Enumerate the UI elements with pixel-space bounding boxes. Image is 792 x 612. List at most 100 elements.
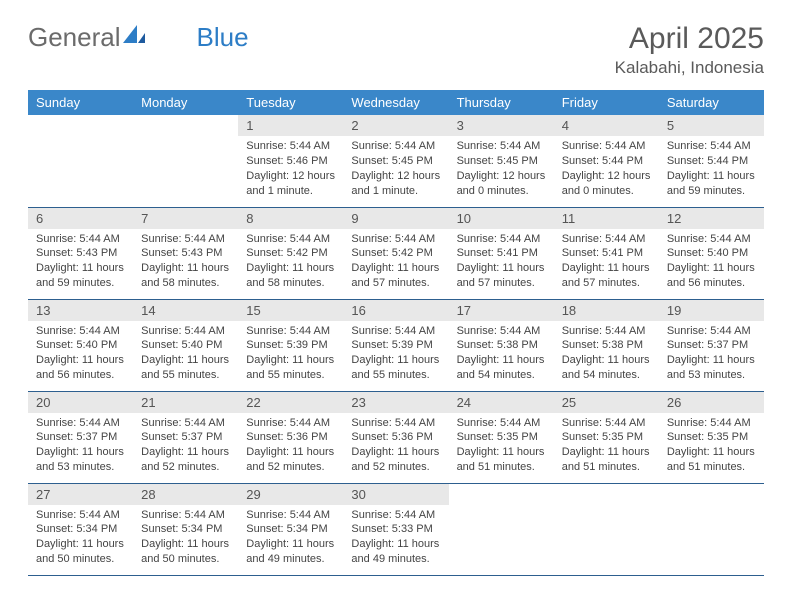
month-title: April 2025: [615, 22, 764, 56]
calendar-cell: 16Sunrise: 5:44 AMSunset: 5:39 PMDayligh…: [343, 299, 448, 391]
calendar-cell: [133, 115, 238, 207]
day-number: 3: [449, 115, 554, 136]
calendar-cell: 23Sunrise: 5:44 AMSunset: 5:36 PMDayligh…: [343, 391, 448, 483]
day-number: 12: [659, 208, 764, 229]
calendar-cell: 2Sunrise: 5:44 AMSunset: 5:45 PMDaylight…: [343, 115, 448, 207]
calendar-row: 1Sunrise: 5:44 AMSunset: 5:46 PMDaylight…: [28, 115, 764, 207]
day-number: 25: [554, 392, 659, 413]
day-number: 28: [133, 484, 238, 505]
calendar-row: 13Sunrise: 5:44 AMSunset: 5:40 PMDayligh…: [28, 299, 764, 391]
header: General Blue April 2025 Kalabahi, Indone…: [28, 22, 764, 78]
weekday-header: Tuesday: [238, 90, 343, 115]
calendar-cell: 8Sunrise: 5:44 AMSunset: 5:42 PMDaylight…: [238, 207, 343, 299]
day-details: Sunrise: 5:44 AMSunset: 5:35 PMDaylight:…: [449, 413, 554, 481]
day-number: 4: [554, 115, 659, 136]
weekday-header: Saturday: [659, 90, 764, 115]
calendar-row: 6Sunrise: 5:44 AMSunset: 5:43 PMDaylight…: [28, 207, 764, 299]
day-number: 26: [659, 392, 764, 413]
day-number: 17: [449, 300, 554, 321]
day-details: Sunrise: 5:44 AMSunset: 5:38 PMDaylight:…: [554, 321, 659, 389]
day-details: Sunrise: 5:44 AMSunset: 5:35 PMDaylight:…: [659, 413, 764, 481]
calendar-cell: 24Sunrise: 5:44 AMSunset: 5:35 PMDayligh…: [449, 391, 554, 483]
day-details: Sunrise: 5:44 AMSunset: 5:34 PMDaylight:…: [238, 505, 343, 573]
weekday-header-row: SundayMondayTuesdayWednesdayThursdayFrid…: [28, 90, 764, 115]
calendar-cell: 29Sunrise: 5:44 AMSunset: 5:34 PMDayligh…: [238, 483, 343, 575]
day-number: 29: [238, 484, 343, 505]
calendar-cell: 9Sunrise: 5:44 AMSunset: 5:42 PMDaylight…: [343, 207, 448, 299]
day-details: Sunrise: 5:44 AMSunset: 5:46 PMDaylight:…: [238, 136, 343, 204]
calendar-cell: 3Sunrise: 5:44 AMSunset: 5:45 PMDaylight…: [449, 115, 554, 207]
day-number: 23: [343, 392, 448, 413]
day-details: Sunrise: 5:44 AMSunset: 5:41 PMDaylight:…: [449, 229, 554, 297]
day-details: Sunrise: 5:44 AMSunset: 5:40 PMDaylight:…: [28, 321, 133, 389]
calendar-cell: [659, 483, 764, 575]
calendar-cell: 18Sunrise: 5:44 AMSunset: 5:38 PMDayligh…: [554, 299, 659, 391]
calendar-cell: 25Sunrise: 5:44 AMSunset: 5:35 PMDayligh…: [554, 391, 659, 483]
location: Kalabahi, Indonesia: [615, 58, 764, 78]
title-block: April 2025 Kalabahi, Indonesia: [615, 22, 764, 78]
day-details: Sunrise: 5:44 AMSunset: 5:42 PMDaylight:…: [238, 229, 343, 297]
day-details: Sunrise: 5:44 AMSunset: 5:43 PMDaylight:…: [133, 229, 238, 297]
calendar-cell: 7Sunrise: 5:44 AMSunset: 5:43 PMDaylight…: [133, 207, 238, 299]
weekday-header: Sunday: [28, 90, 133, 115]
calendar-cell: [554, 483, 659, 575]
day-number: 21: [133, 392, 238, 413]
day-details: Sunrise: 5:44 AMSunset: 5:45 PMDaylight:…: [343, 136, 448, 204]
calendar-cell: 19Sunrise: 5:44 AMSunset: 5:37 PMDayligh…: [659, 299, 764, 391]
day-number: 18: [554, 300, 659, 321]
calendar-cell: 13Sunrise: 5:44 AMSunset: 5:40 PMDayligh…: [28, 299, 133, 391]
calendar-cell: 6Sunrise: 5:44 AMSunset: 5:43 PMDaylight…: [28, 207, 133, 299]
calendar-cell: 5Sunrise: 5:44 AMSunset: 5:44 PMDaylight…: [659, 115, 764, 207]
calendar-cell: 30Sunrise: 5:44 AMSunset: 5:33 PMDayligh…: [343, 483, 448, 575]
day-number: 1: [238, 115, 343, 136]
day-details: Sunrise: 5:44 AMSunset: 5:41 PMDaylight:…: [554, 229, 659, 297]
day-number: 13: [28, 300, 133, 321]
weekday-header: Friday: [554, 90, 659, 115]
day-number: 22: [238, 392, 343, 413]
day-details: Sunrise: 5:44 AMSunset: 5:36 PMDaylight:…: [343, 413, 448, 481]
calendar-row: 20Sunrise: 5:44 AMSunset: 5:37 PMDayligh…: [28, 391, 764, 483]
logo-text-blue: Blue: [197, 22, 249, 53]
calendar-cell: 20Sunrise: 5:44 AMSunset: 5:37 PMDayligh…: [28, 391, 133, 483]
day-number: 6: [28, 208, 133, 229]
day-number: 7: [133, 208, 238, 229]
day-details: Sunrise: 5:44 AMSunset: 5:43 PMDaylight:…: [28, 229, 133, 297]
calendar-table: SundayMondayTuesdayWednesdayThursdayFrid…: [28, 90, 764, 576]
weekday-header: Monday: [133, 90, 238, 115]
day-number: 27: [28, 484, 133, 505]
day-number: 19: [659, 300, 764, 321]
day-details: Sunrise: 5:44 AMSunset: 5:34 PMDaylight:…: [133, 505, 238, 573]
day-number: 20: [28, 392, 133, 413]
day-details: Sunrise: 5:44 AMSunset: 5:42 PMDaylight:…: [343, 229, 448, 297]
day-details: Sunrise: 5:44 AMSunset: 5:40 PMDaylight:…: [133, 321, 238, 389]
day-number: 8: [238, 208, 343, 229]
day-number: 15: [238, 300, 343, 321]
calendar-cell: [28, 115, 133, 207]
calendar-cell: 4Sunrise: 5:44 AMSunset: 5:44 PMDaylight…: [554, 115, 659, 207]
calendar-cell: 12Sunrise: 5:44 AMSunset: 5:40 PMDayligh…: [659, 207, 764, 299]
calendar-cell: 28Sunrise: 5:44 AMSunset: 5:34 PMDayligh…: [133, 483, 238, 575]
calendar-cell: 14Sunrise: 5:44 AMSunset: 5:40 PMDayligh…: [133, 299, 238, 391]
calendar-cell: [449, 483, 554, 575]
day-details: Sunrise: 5:44 AMSunset: 5:33 PMDaylight:…: [343, 505, 448, 573]
day-details: Sunrise: 5:44 AMSunset: 5:35 PMDaylight:…: [554, 413, 659, 481]
calendar-cell: 21Sunrise: 5:44 AMSunset: 5:37 PMDayligh…: [133, 391, 238, 483]
day-number: 24: [449, 392, 554, 413]
day-number: 30: [343, 484, 448, 505]
calendar-row: 27Sunrise: 5:44 AMSunset: 5:34 PMDayligh…: [28, 483, 764, 575]
day-number: 5: [659, 115, 764, 136]
day-details: Sunrise: 5:44 AMSunset: 5:37 PMDaylight:…: [28, 413, 133, 481]
day-details: Sunrise: 5:44 AMSunset: 5:37 PMDaylight:…: [133, 413, 238, 481]
day-number: 2: [343, 115, 448, 136]
day-details: Sunrise: 5:44 AMSunset: 5:39 PMDaylight:…: [238, 321, 343, 389]
calendar-body: 1Sunrise: 5:44 AMSunset: 5:46 PMDaylight…: [28, 115, 764, 575]
day-details: Sunrise: 5:44 AMSunset: 5:37 PMDaylight:…: [659, 321, 764, 389]
weekday-header: Wednesday: [343, 90, 448, 115]
calendar-cell: 27Sunrise: 5:44 AMSunset: 5:34 PMDayligh…: [28, 483, 133, 575]
calendar-cell: 17Sunrise: 5:44 AMSunset: 5:38 PMDayligh…: [449, 299, 554, 391]
day-details: Sunrise: 5:44 AMSunset: 5:45 PMDaylight:…: [449, 136, 554, 204]
logo: General Blue: [28, 22, 249, 53]
day-details: Sunrise: 5:44 AMSunset: 5:40 PMDaylight:…: [659, 229, 764, 297]
day-number: 14: [133, 300, 238, 321]
day-number: 11: [554, 208, 659, 229]
